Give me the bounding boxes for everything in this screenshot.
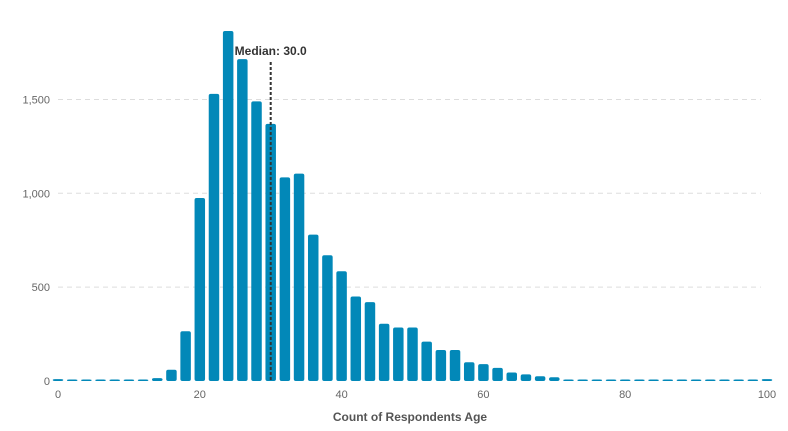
- bars: [52, 30, 773, 382]
- histogram-bar: [690, 379, 702, 381]
- histogram-bar: [577, 379, 588, 381]
- histogram-bar: [534, 376, 546, 381]
- y-tick-label: 500: [32, 282, 50, 294]
- histogram-bar: [520, 374, 532, 381]
- histogram-bar: [307, 234, 319, 381]
- histogram-bar: [619, 379, 631, 381]
- histogram-bar: [81, 379, 92, 381]
- x-tick-label: 100: [758, 389, 776, 401]
- histogram-bar: [364, 302, 376, 381]
- histogram-bar: [719, 379, 730, 381]
- histogram-bar: [251, 101, 262, 381]
- histogram-bar: [747, 379, 759, 381]
- x-axis-title: Count of Respondents Age: [333, 410, 488, 424]
- y-tick-label: 1,500: [22, 94, 50, 106]
- histogram-bar: [137, 379, 149, 381]
- histogram-bar: [761, 379, 773, 381]
- histogram-bar: [52, 379, 64, 381]
- histogram-bar: [463, 362, 475, 381]
- histogram-bar: [279, 177, 291, 381]
- histogram-bar: [634, 379, 645, 381]
- histogram-bar: [662, 379, 673, 381]
- histogram-bar: [66, 379, 78, 381]
- y-tick-label: 1,000: [22, 188, 50, 200]
- histogram-bar: [563, 379, 574, 381]
- histogram-bar: [222, 30, 234, 381]
- y-axis-ticks: 0 500 1,000 1,500: [22, 94, 50, 388]
- histogram-bar: [591, 379, 603, 381]
- histogram-bar: [322, 255, 333, 381]
- histogram-bar: [478, 364, 489, 381]
- histogram-bar: [152, 378, 163, 381]
- x-tick-label: 80: [619, 389, 631, 401]
- median-label: Median: 30.0: [235, 44, 307, 58]
- histogram-bar: [733, 379, 744, 381]
- grid-lines: [58, 98, 761, 288]
- histogram-bar: [95, 379, 106, 381]
- histogram-bar: [435, 350, 447, 381]
- histogram-bar: [676, 379, 688, 381]
- histogram-bar: [549, 377, 560, 381]
- x-tick-label: 0: [55, 389, 61, 401]
- histogram-bar: [293, 173, 305, 381]
- histogram-bar: [705, 379, 716, 381]
- histogram-bar: [605, 379, 617, 381]
- x-tick-label: 20: [194, 389, 206, 401]
- histogram-bar: [237, 59, 248, 382]
- histogram-bar: [180, 331, 191, 381]
- x-axis-ticks: 0 20 40 60 80 100: [55, 389, 776, 401]
- histogram-bar: [393, 327, 404, 381]
- histogram-bar: [109, 379, 120, 381]
- x-tick-label: 60: [477, 389, 489, 401]
- histogram-bar: [194, 197, 206, 381]
- histogram-bar: [407, 327, 418, 381]
- histogram-bar: [123, 379, 135, 381]
- y-tick-label: 0: [44, 376, 50, 388]
- histogram-bar: [166, 369, 177, 381]
- histogram-bar: [492, 367, 503, 381]
- histogram-bar: [336, 271, 347, 381]
- histogram-bar: [208, 93, 220, 382]
- histogram-bar: [378, 323, 390, 381]
- histogram-bar: [421, 341, 432, 381]
- histogram-bar: [648, 379, 659, 381]
- histogram-bar: [350, 296, 362, 381]
- median-marker: Median: 30.0: [235, 44, 307, 381]
- histogram-bar: [506, 372, 518, 381]
- histogram-bar: [449, 350, 461, 381]
- x-tick-label: 40: [335, 389, 347, 401]
